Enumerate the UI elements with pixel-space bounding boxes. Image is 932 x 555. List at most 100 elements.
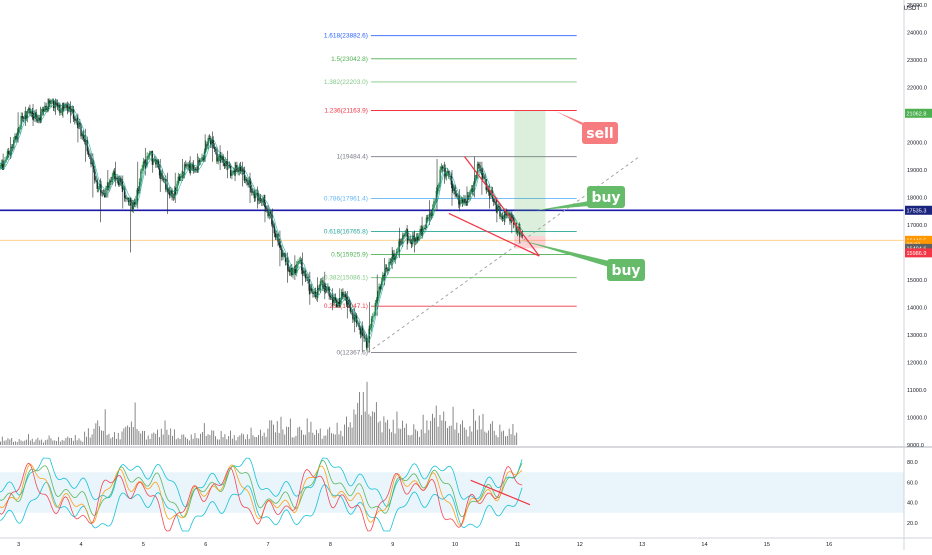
candle-body <box>494 202 496 203</box>
volume-bar <box>13 441 14 445</box>
volume-bar <box>151 433 153 445</box>
volume-bar <box>310 421 312 445</box>
candle-body <box>278 242 281 245</box>
candle-body <box>383 275 385 276</box>
time-tick-label: 10 <box>452 542 458 548</box>
candle-body <box>415 236 418 242</box>
volume-bar <box>295 435 297 445</box>
volume-bar <box>495 435 497 445</box>
volume-bar <box>280 416 282 445</box>
volume-bar <box>377 422 379 445</box>
volume-bar <box>454 429 456 445</box>
volume-bar <box>265 437 267 445</box>
time-tick-label: 12 <box>577 542 583 548</box>
candle-body <box>506 214 509 216</box>
volume-bar <box>59 441 61 445</box>
candle-body <box>6 151 9 160</box>
candle-body <box>322 280 324 289</box>
candle-body <box>31 111 34 117</box>
candle-body <box>75 118 77 121</box>
candle-body <box>474 178 476 184</box>
candle-body <box>476 163 479 175</box>
volume-bar <box>89 437 91 445</box>
candle-body <box>390 258 393 263</box>
volume-bar <box>482 413 484 445</box>
volume-bar <box>490 423 491 445</box>
volume-bar <box>353 409 355 445</box>
time-tick-label: 3 <box>17 542 20 548</box>
candle-body <box>282 253 284 257</box>
volume-bar <box>183 434 185 445</box>
volume-bar <box>340 430 342 445</box>
volume-bar <box>308 432 310 445</box>
candle-body <box>344 294 347 298</box>
volume-bar <box>465 429 467 445</box>
candle-body <box>392 253 394 259</box>
volume-bar <box>460 424 462 445</box>
volume-bar <box>57 437 59 445</box>
volume-bar <box>396 411 398 445</box>
candle-body <box>3 162 5 170</box>
volume-bar <box>125 426 127 445</box>
candle-body <box>319 281 322 290</box>
candle-body <box>110 180 112 183</box>
volume-bar <box>20 440 22 445</box>
candle-body <box>188 164 191 171</box>
candle-body <box>67 106 70 111</box>
volume-bar <box>256 437 258 445</box>
candle-body <box>441 166 444 169</box>
candle-body <box>269 211 272 215</box>
candle-body <box>329 295 332 298</box>
candle-body <box>327 286 329 291</box>
candle-body <box>425 217 428 229</box>
volume-bar <box>200 433 202 445</box>
candle-body <box>162 178 165 180</box>
candle-body <box>70 108 72 112</box>
candle-body <box>287 260 289 270</box>
candle-body <box>66 104 69 111</box>
candle-body <box>253 191 256 199</box>
volume-bar <box>312 432 314 445</box>
candle-body <box>367 339 369 348</box>
volume-bar <box>325 435 327 445</box>
candle-body <box>302 270 304 274</box>
volume-bar <box>24 440 26 445</box>
volume-bar <box>99 426 101 445</box>
candle-body <box>95 180 97 181</box>
candle-body <box>355 315 358 324</box>
volume-bar <box>192 438 194 445</box>
volume-bar <box>357 402 359 445</box>
volume-bar <box>329 427 331 445</box>
volume-bar <box>463 427 465 445</box>
volume-bar <box>424 433 426 445</box>
candle-body <box>434 200 436 202</box>
candle-body <box>373 315 375 317</box>
volume-bar <box>302 434 304 445</box>
candle-body <box>86 140 88 152</box>
candle-body <box>488 188 490 193</box>
volume-bar <box>471 431 473 445</box>
candle-body <box>152 160 155 162</box>
candle-body <box>173 189 176 198</box>
candle-body <box>76 118 79 126</box>
candle-body <box>35 112 37 120</box>
fib-level-label-10: 0(12367.6) <box>336 349 367 356</box>
candle-body <box>440 166 443 170</box>
candle-body <box>352 311 354 320</box>
volume-bar <box>95 423 97 445</box>
volume-bar <box>37 437 39 445</box>
candle-body <box>450 175 453 185</box>
price-tick-label: 18000.0 <box>907 196 927 202</box>
volume-bar <box>149 439 151 445</box>
candle-body <box>286 260 288 262</box>
candle-body <box>187 164 189 167</box>
volume-bar <box>213 430 215 445</box>
time-tick-label: 5 <box>142 542 145 548</box>
fib-level-label-9: 0.236(14047.1) <box>324 303 368 310</box>
fib-level-label-4: 1(19484.4) <box>336 154 367 161</box>
price-tick-label: 19000.0 <box>907 168 927 174</box>
fib-level-label-7: 0.5(15925.9) <box>331 252 368 259</box>
volume-bar <box>314 434 316 445</box>
